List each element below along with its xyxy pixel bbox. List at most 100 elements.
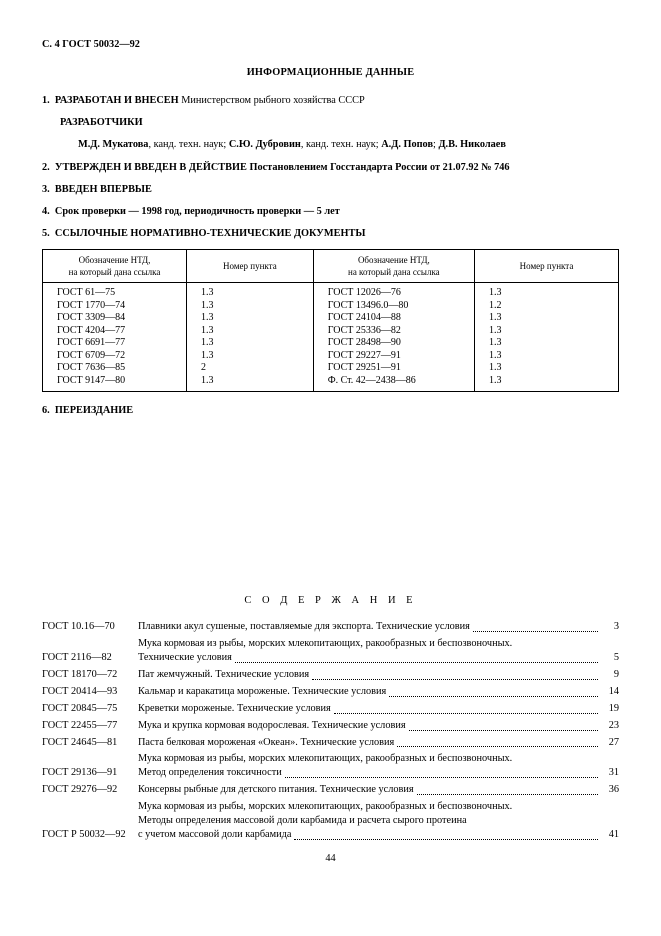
table-cell: ГОСТ 6709—72 — [43, 350, 187, 363]
s1-tail-text: Министерством рыбного хозяйства СССР — [181, 95, 365, 106]
table-cell: 1.3 — [474, 350, 618, 363]
s1-head: РАЗРАБОТАН И ВНЕСЕН — [55, 95, 179, 106]
s2-head: УТВЕРЖДЕН И ВВЕДЕН В ДЕЙСТВИЕ Постановле… — [55, 162, 510, 173]
toc-line: Технические условия5 — [138, 651, 619, 665]
author-name: Д.В. Николаев — [438, 139, 505, 150]
toc-dots — [285, 771, 598, 778]
toc-page: 31 — [601, 766, 619, 780]
table-cell: 1.3 — [187, 312, 314, 325]
author-name: М.Д. Мукатова — [78, 139, 148, 150]
table-row: ГОСТ 6709—721.3ГОСТ 29227—911.3 — [43, 350, 619, 363]
toc-entry: ГОСТ 18170—72Пат жемчужный. Технические … — [42, 668, 619, 682]
toc-text: Метод определения токсичности — [138, 766, 282, 780]
s1-num: 1. — [42, 95, 50, 106]
th-1-text: Обозначение НТД, на который дана ссылка — [69, 255, 161, 277]
toc-code: ГОСТ Р 50032—92 — [42, 828, 138, 842]
toc-line: Мука кормовая из рыбы, морских млекопита… — [138, 800, 619, 814]
s3-num: 3. — [42, 184, 50, 195]
table-row: ГОСТ 3309—841.3ГОСТ 24104—881.3 — [43, 312, 619, 325]
th-1: Обозначение НТД, на который дана ссылка — [43, 250, 187, 283]
th-2: Номер пункта — [187, 250, 314, 283]
toc-line: Плавники акул сушеные, поставляемые для … — [138, 620, 619, 634]
table-cell: 1.3 — [187, 283, 314, 300]
toc-body: Мука кормовая из рыбы, морских млекопита… — [138, 800, 619, 842]
table-cell: ГОСТ 6691—77 — [43, 337, 187, 350]
toc-body: Консервы рыбные для детского питания. Те… — [138, 783, 619, 797]
toc-entry: ГОСТ 29136—91Мука кормовая из рыбы, морс… — [42, 752, 619, 780]
toc-text: Мука кормовая из рыбы, морских млекопита… — [138, 800, 512, 814]
table-cell: 1.3 — [474, 312, 618, 325]
table-row: ГОСТ 7636—852ГОСТ 29251—911.3 — [43, 362, 619, 375]
toc-code: ГОСТ 22455—77 — [42, 719, 138, 733]
toc-code: ГОСТ 29136—91 — [42, 766, 138, 780]
page-header: С. 4 ГОСТ 50032—92 — [42, 38, 619, 52]
section-4: 4. Срок проверки — 1998 год, периодичнос… — [42, 205, 619, 219]
table-cell: ГОСТ 3309—84 — [43, 312, 187, 325]
table-row: ГОСТ 61—751.3ГОСТ 12026—761.3 — [43, 283, 619, 300]
toc-entry: ГОСТ 20845—75Креветки мороженые. Техниче… — [42, 702, 619, 716]
toc-body: Паста белковая мороженая «Океан». Технич… — [138, 736, 619, 750]
table-cell: 1.3 — [474, 337, 618, 350]
toc-body: Креветки мороженые. Технические условия1… — [138, 702, 619, 716]
table-row: ГОСТ 9147—801.3Ф. Ст. 42—2438—861.3 — [43, 375, 619, 392]
table-cell: 1.3 — [187, 350, 314, 363]
s5-head: ССЫЛОЧНЫЕ НОРМАТИВНО-ТЕХНИЧЕСКИЕ ДОКУМЕН… — [55, 228, 366, 239]
table-cell: ГОСТ 1770—74 — [43, 300, 187, 313]
toc-dots — [294, 833, 598, 840]
toc-line: Кальмар и каракатица мороженые. Техничес… — [138, 685, 619, 699]
toc-dots — [473, 625, 598, 632]
toc-line: Мука кормовая из рыбы, морских млекопита… — [138, 752, 619, 766]
toc-page: 41 — [601, 828, 619, 842]
table-cell: ГОСТ 9147—80 — [43, 375, 187, 392]
s6-num: 6. — [42, 405, 50, 416]
table-cell: 1.3 — [474, 375, 618, 392]
s4-head: Срок проверки — 1998 год, периодичность … — [55, 206, 340, 217]
table-cell: 1.3 — [474, 362, 618, 375]
table-cell: ГОСТ 29227—91 — [313, 350, 474, 363]
toc-line: Метод определения токсичности 31 — [138, 766, 619, 780]
toc-dots — [417, 788, 598, 795]
toc-entry: ГОСТ 24645—81Паста белковая мороженая «О… — [42, 736, 619, 750]
toc-text: Пат жемчужный. Технические условия — [138, 668, 309, 682]
s6-head: ПЕРЕИЗДАНИЕ — [55, 405, 133, 416]
table-cell: 1.3 — [187, 375, 314, 392]
table-cell: ГОСТ 61—75 — [43, 283, 187, 300]
author-name: С.Ю. Дубровин — [229, 139, 301, 150]
toc-text: Технические условия — [138, 651, 232, 665]
table-cell: Ф. Ст. 42—2438—86 — [313, 375, 474, 392]
toc-dots — [334, 707, 598, 714]
toc-code: ГОСТ 20414—93 — [42, 685, 138, 699]
toc-entry: ГОСТ Р 50032—92Мука кормовая из рыбы, мо… — [42, 800, 619, 842]
toc-text: Плавники акул сушеные, поставляемые для … — [138, 620, 470, 634]
toc-text: Паста белковая мороженая «Океан». Технич… — [138, 736, 394, 750]
table-cell: 1.3 — [474, 325, 618, 338]
toc-text: Креветки мороженые. Технические условия — [138, 702, 331, 716]
author-title: , канд. техн. наук; — [301, 139, 381, 150]
table-cell: ГОСТ 4204—77 — [43, 325, 187, 338]
table-cell: ГОСТ 12026—76 — [313, 283, 474, 300]
section-1: 1. РАЗРАБОТАН И ВНЕСЕН Министерством рыб… — [42, 94, 619, 108]
toc-page: 27 — [601, 736, 619, 750]
toc-dots — [397, 740, 598, 747]
table-cell: 1.3 — [187, 337, 314, 350]
toc-body: Кальмар и каракатица мороженые. Техничес… — [138, 685, 619, 699]
info-title: ИНФОРМАЦИОННЫЕ ДАННЫЕ — [42, 66, 619, 80]
section-3: 3. ВВЕДЕН ВПЕРВЫЕ — [42, 183, 619, 197]
author-title: , канд. техн. наук; — [148, 139, 228, 150]
developers-label: РАЗРАБОТЧИКИ — [42, 116, 619, 130]
table-row: ГОСТ 4204—771.3ГОСТ 25336—821.3 — [43, 325, 619, 338]
toc-text: Кальмар и каракатица мороженые. Техничес… — [138, 685, 386, 699]
toc-line: Креветки мороженые. Технические условия1… — [138, 702, 619, 716]
toc-dots — [409, 723, 598, 730]
toc-dots — [389, 690, 598, 697]
table-cell: 2 — [187, 362, 314, 375]
section-2: 2. УТВЕРЖДЕН И ВВЕДЕН В ДЕЙСТВИЕ Постано… — [42, 161, 619, 175]
contents-title: С О Д Е Р Ж А Н И Е — [42, 594, 619, 608]
toc-text: с учетом массовой доли карбамида — [138, 828, 291, 842]
toc-code: ГОСТ 24645—81 — [42, 736, 138, 750]
toc-line: Пат жемчужный. Технические условия9 — [138, 668, 619, 682]
th-3: Обозначение НТД, на который дана ссылка — [313, 250, 474, 283]
toc-line: с учетом массовой доли карбамида 41 — [138, 828, 619, 842]
s1-tail: Министерством рыбного хозяйства СССР — [181, 95, 365, 106]
toc-text: Мука и крупка кормовая водорослевая. Тех… — [138, 719, 406, 733]
